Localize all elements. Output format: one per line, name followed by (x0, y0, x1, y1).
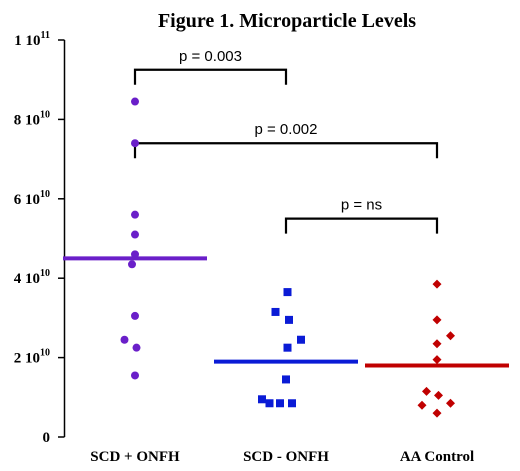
data-point (258, 395, 266, 404)
y-tick-label: 1 1011 (14, 30, 50, 49)
data-point (282, 375, 290, 384)
data-point (432, 339, 442, 349)
data-point (131, 311, 139, 320)
data-point (276, 399, 284, 408)
x-axis-labels: SCD + ONFH SCD - ONFH AA Control (90, 449, 474, 465)
data-points (120, 97, 455, 418)
x-tick-label: SCD - ONFH (243, 449, 329, 465)
data-point (422, 386, 431, 396)
data-point (131, 97, 139, 106)
data-point (131, 371, 139, 380)
y-tick-label: 0 (43, 430, 51, 446)
data-point (288, 399, 296, 408)
data-point (283, 343, 292, 352)
x-tick-label: SCD + ONFH (90, 449, 180, 465)
data-point (265, 399, 274, 408)
x-tick-label: AA Control (400, 449, 474, 465)
data-point (432, 355, 442, 365)
data-point (131, 230, 139, 239)
data-point (131, 139, 139, 148)
data-point (432, 315, 442, 325)
significance-bracket (284, 217, 439, 234)
data-point (132, 343, 141, 352)
p-value-label: p = 0.003 (179, 48, 242, 65)
p-value-label: p = 0.002 (255, 121, 318, 138)
data-point (131, 210, 139, 219)
data-point (283, 288, 292, 297)
data-point (417, 400, 427, 410)
significance-brackets: p = 0.003 p = 0.002 p = ns (133, 48, 439, 234)
p-value-label: p = ns (341, 197, 382, 214)
data-point (432, 408, 442, 418)
significance-bracket (133, 68, 288, 85)
data-point (446, 331, 455, 341)
data-point (297, 335, 305, 344)
significance-bracket (133, 142, 439, 159)
y-tick-label: 8 1010 (14, 109, 50, 128)
y-tick-label: 6 1010 (14, 189, 50, 208)
data-point (131, 250, 139, 259)
y-tick-label: 4 1010 (14, 268, 50, 287)
data-point (434, 390, 443, 400)
chart-title: Figure 1. Microparticle Levels (158, 10, 416, 32)
y-tick-label: 2 1010 (14, 348, 50, 367)
data-point (128, 260, 136, 269)
data-point (120, 335, 129, 344)
y-ticks: 0 2 1010 4 1010 6 1010 8 1010 1 1011 (14, 30, 65, 446)
data-point (432, 279, 442, 289)
data-point (285, 315, 293, 324)
data-point (446, 398, 455, 408)
data-point (271, 307, 280, 316)
